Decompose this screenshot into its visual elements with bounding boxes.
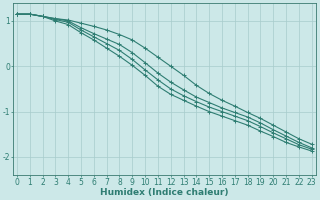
X-axis label: Humidex (Indice chaleur): Humidex (Indice chaleur) (100, 188, 228, 197)
